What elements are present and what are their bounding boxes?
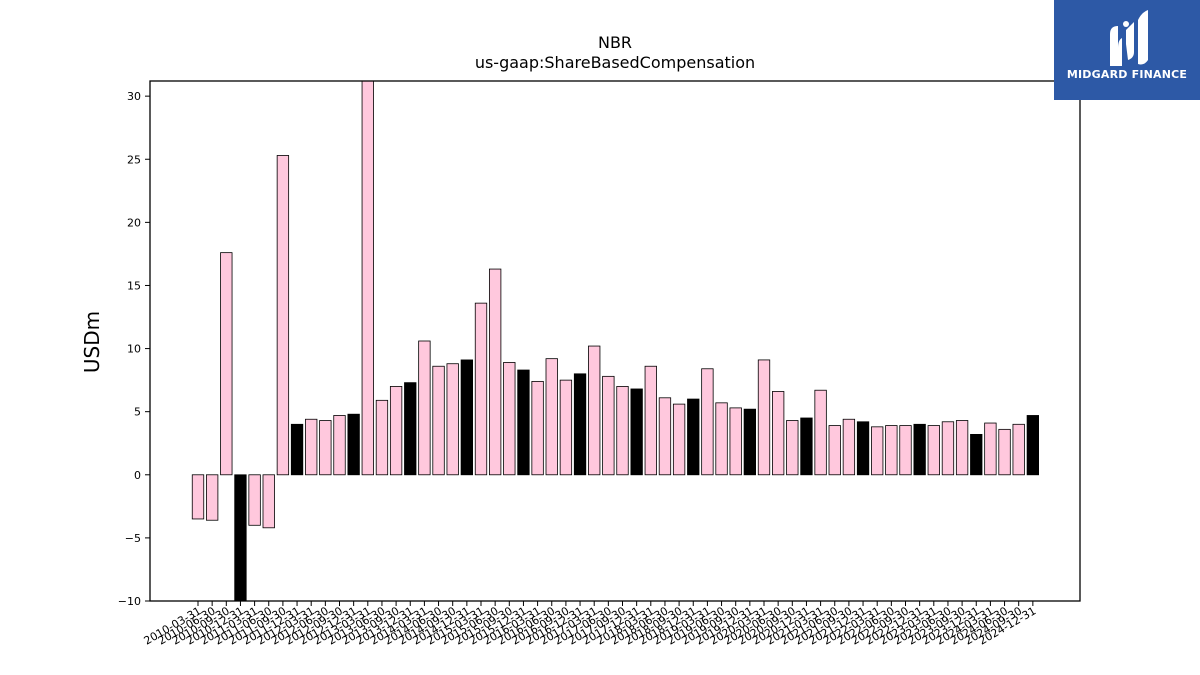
y-tick-label: 20	[127, 216, 141, 229]
bar-2016-06-30	[545, 358, 558, 476]
bar-2021-09-30	[842, 418, 856, 476]
bar-2019-09-30	[729, 407, 742, 476]
bar-2011-06-30	[262, 474, 275, 529]
bar-series	[191, 80, 1039, 602]
bar-2022-09-30	[899, 425, 912, 476]
bar-2012-09-30	[333, 415, 346, 476]
bar-2012-12-31	[347, 413, 360, 476]
bar-2012-03-31	[305, 418, 318, 476]
y-tick-label: 0	[134, 469, 141, 482]
y-tick-label: 15	[127, 279, 141, 292]
midgard-logo-icon	[1110, 10, 1148, 66]
y-axis-ticks: −10 −5 0 5 10 15 20 25 30	[118, 90, 150, 608]
y-tick-label: −10	[118, 595, 141, 608]
bar-2024-09-30	[1012, 423, 1025, 476]
bar-2024-03-31	[984, 422, 997, 476]
bar-2023-09-30	[955, 420, 969, 476]
bar-2021-03-31	[814, 389, 827, 476]
logo-text: MIDGARD FINANCE	[1066, 68, 1188, 81]
bar-2010-09-30	[220, 252, 233, 476]
chart-subtitle: us-gaap:ShareBasedCompensation	[475, 53, 755, 72]
bar-2015-12-31	[517, 369, 530, 476]
bar-2015-09-30	[503, 362, 516, 476]
y-tick-label: 10	[127, 343, 141, 356]
bar-2013-06-30	[375, 399, 389, 476]
bar-2018-06-30	[658, 397, 672, 476]
bar-2014-09-30	[446, 363, 459, 476]
bar-2016-12-31	[573, 373, 587, 476]
bar-2017-09-30	[616, 386, 629, 476]
bar-2014-06-30	[432, 365, 445, 476]
y-axis-label: USDm	[80, 311, 104, 373]
bar-2022-03-31	[871, 426, 884, 476]
bar-2014-12-31	[460, 359, 474, 476]
bar-2023-03-31	[927, 425, 940, 476]
bar-2015-03-31	[474, 302, 488, 476]
bar-2023-06-30	[941, 421, 955, 476]
bar-2015-06-30	[488, 268, 502, 476]
bar-2023-12-31	[970, 433, 983, 476]
plot-frame	[149, 80, 1081, 602]
bar-2024-06-30	[998, 428, 1011, 476]
y-tick-label: 30	[127, 90, 141, 103]
bar-2020-09-30	[786, 420, 799, 476]
bar-2020-03-31	[757, 359, 771, 476]
bar-2010-12-31	[234, 474, 247, 602]
bar-2022-06-30	[885, 425, 898, 476]
x-axis-ticks: 2010-03-312010-06-302010-09-302010-12-31…	[142, 601, 1038, 648]
bar-2017-03-31	[588, 345, 601, 476]
bar-2017-12-31	[630, 388, 643, 476]
bar-2019-12-31	[743, 408, 756, 476]
bar-2016-03-31	[531, 380, 544, 476]
y-tick-label: −5	[125, 532, 141, 545]
bar-2011-12-31	[290, 423, 304, 476]
bar-2018-12-31	[687, 398, 700, 476]
bar-2017-06-30	[602, 375, 615, 476]
bar-2010-06-30	[205, 474, 219, 521]
bar-2022-12-31	[913, 423, 926, 476]
midgard-finance-logo: MIDGARD FINANCE	[1054, 0, 1200, 100]
chart-title: NBR	[598, 33, 632, 52]
y-tick-label: 5	[134, 406, 141, 419]
bar-2014-03-31	[418, 340, 431, 476]
bar-2018-03-31	[644, 365, 657, 476]
bar-2011-09-30	[276, 155, 290, 476]
bar-2013-03-31	[361, 80, 374, 476]
bar-2011-03-31	[248, 474, 261, 526]
bar-2013-12-31	[404, 382, 417, 476]
bar-2021-12-31	[856, 421, 870, 476]
bar-2020-06-30	[772, 391, 785, 476]
bar-2020-12-31	[800, 417, 813, 476]
bar-2010-03-31	[191, 474, 205, 520]
bar-2019-03-31	[701, 368, 714, 476]
bar-2024-12-31	[1026, 415, 1039, 476]
bar-2016-09-30	[559, 379, 573, 476]
bar-2012-06-30	[319, 420, 332, 476]
bar-2013-09-30	[389, 386, 403, 476]
bar-2019-06-30	[715, 402, 728, 476]
bar-2021-06-30	[828, 425, 841, 476]
y-tick-label: 25	[127, 153, 141, 166]
bar-2018-09-30	[672, 403, 686, 476]
